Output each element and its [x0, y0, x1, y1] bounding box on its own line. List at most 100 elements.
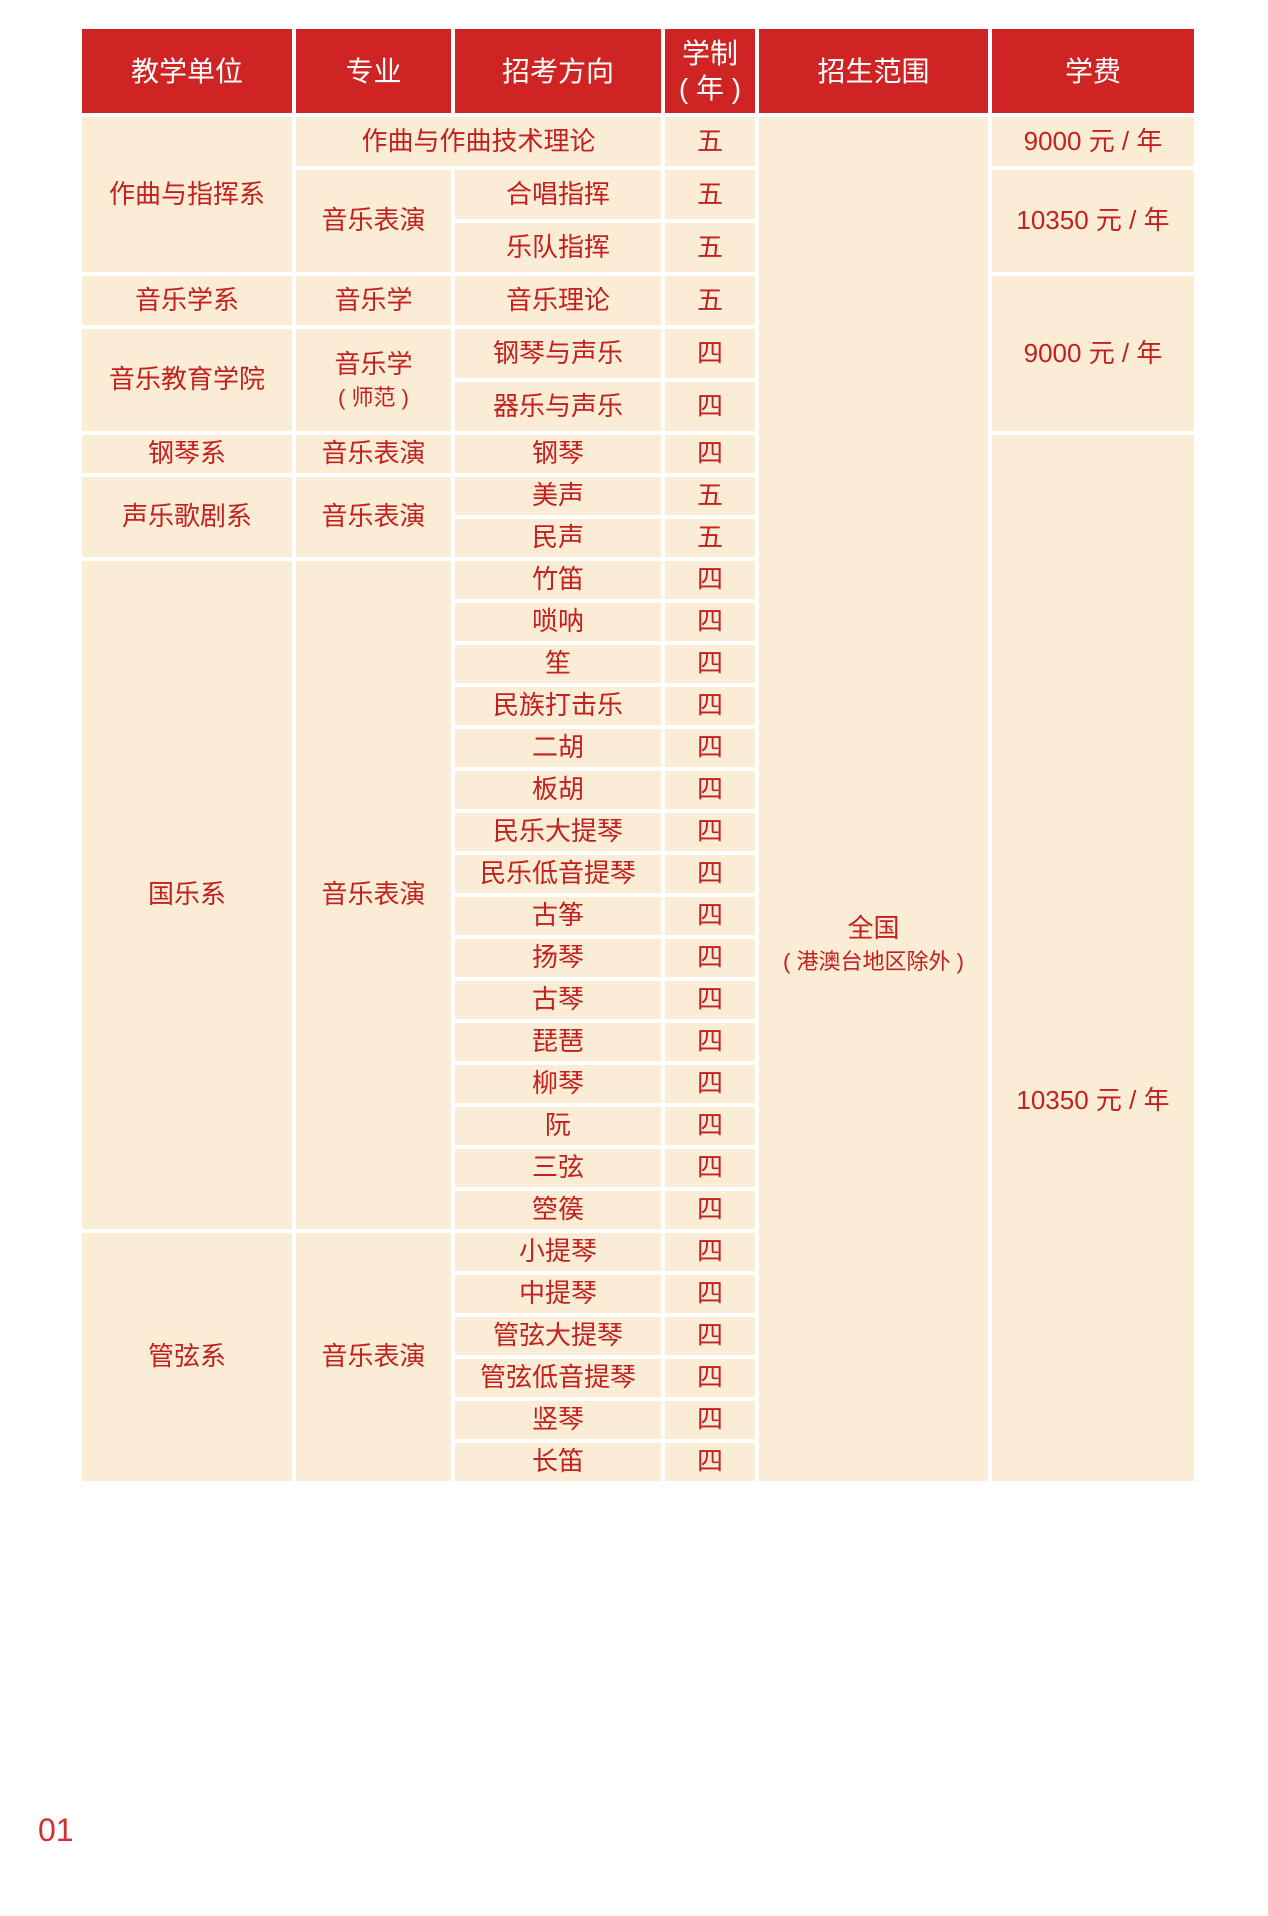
- cell-text: 四: [696, 900, 723, 931]
- cell-text: 10350 元 / 年: [1016, 1085, 1170, 1116]
- table-row: 乐队指挥 五: [82, 223, 1194, 272]
- table-row: 三弦 四: [82, 1149, 1194, 1187]
- cell-text: 音乐学: [334, 284, 413, 315]
- cell-text: 音乐教育学院: [108, 364, 265, 395]
- table-row: 唢呐 四: [82, 603, 1194, 641]
- header-label: 专业: [345, 55, 402, 87]
- direction-cell: 民乐大提琴: [455, 813, 661, 851]
- table-row: 国乐系 音乐表演 竹笛四: [82, 561, 1194, 1229]
- cell-text: 四: [696, 1362, 723, 1393]
- table-body: 作曲与指挥系 作曲与作曲技术理论五全国( 港澳台地区除外 ) 9000 元 / 年音…: [82, 117, 1194, 1481]
- duration-cell: 四: [665, 645, 755, 683]
- direction-cell: 合唱指挥: [455, 170, 661, 219]
- cell-text: 声乐歌剧系: [121, 501, 252, 532]
- cell-text: 四: [696, 942, 723, 973]
- table-row: 管弦系 音乐表演 小提琴四: [82, 1233, 1194, 1481]
- cell-text: 竖琴: [531, 1404, 584, 1435]
- table-row: 板胡 四: [82, 771, 1194, 809]
- direction-cell: 板胡: [455, 771, 661, 809]
- scope-cell: 全国 ( 港澳台地区除外 ): [759, 117, 988, 1481]
- cell-text: 钢琴: [531, 438, 584, 469]
- col-header-duration: 学制 ( 年 ): [665, 29, 755, 113]
- header-label: 招考方向: [501, 55, 614, 87]
- cell-text: 五: [696, 178, 723, 209]
- direction-cell: 民声: [455, 519, 661, 557]
- cell-text: 四: [696, 1404, 723, 1435]
- cell-text: 民乐低音提琴: [479, 858, 636, 889]
- fee-cell: 9000 元 / 年: [992, 276, 1194, 431]
- cell-text: 作曲与作曲技术理论: [361, 125, 596, 156]
- cell-text: 四: [696, 438, 723, 469]
- duration-cell: 四: [665, 981, 755, 1019]
- cell-text: 阮: [544, 1110, 571, 1141]
- cell-text: 唢呐: [531, 606, 584, 637]
- unit-cell: 国乐系: [82, 561, 292, 1229]
- table-header: 教学单位 专业 招考方向 学制 ( 年 ) 招生范围 学费: [82, 29, 1194, 113]
- cell-text: 音乐表演: [321, 879, 426, 910]
- cell-text: 10350 元 / 年: [1016, 205, 1170, 236]
- major-cell: 音乐表演: [296, 477, 451, 557]
- duration-cell: 五: [665, 477, 755, 515]
- major-cell: 音乐表演: [296, 435, 451, 473]
- header-label-line2: ( 年 ): [678, 73, 742, 104]
- cell-text: 管弦大提琴: [492, 1320, 623, 1351]
- cell-text: 扬琴: [531, 942, 584, 973]
- table-row: 声乐歌剧系 音乐表演 美声 五: [82, 477, 1194, 557]
- direction-cell: 三弦: [455, 1149, 661, 1187]
- cell-subtext: ( 港澳台地区除外 ): [783, 948, 964, 974]
- col-header-fee: 学费: [992, 29, 1194, 113]
- cell-text: 民声: [531, 522, 584, 553]
- cell-text: 四: [696, 858, 723, 889]
- unit-cell: 管弦系: [82, 1233, 292, 1481]
- cell-text: 美声: [531, 480, 584, 511]
- cell-text: 四: [696, 606, 723, 637]
- duration-cell: 四: [665, 1191, 755, 1229]
- cell-text: 民族打击乐: [492, 690, 623, 721]
- fee-cell: 10350 元 / 年: [992, 435, 1194, 1481]
- cell-subtext: ( 师范 ): [338, 384, 409, 410]
- cell-text: 合唱指挥: [505, 178, 610, 209]
- direction-cell: 竖琴: [455, 1401, 661, 1439]
- direction-cell: 琵琶: [455, 1023, 661, 1061]
- table-row: 作曲与指挥系 作曲与作曲技术理论五全国( 港澳台地区除外 ) 9000 元 / 年: [82, 117, 1194, 1481]
- direction-cell: 笙: [455, 645, 661, 683]
- cell-text: 五: [696, 284, 723, 315]
- cell-text: 钢琴系: [147, 438, 226, 469]
- direction-cell: 器乐与声乐: [455, 382, 661, 431]
- cell-text: 笙: [544, 648, 571, 679]
- direction-cell: 钢琴与声乐: [455, 329, 661, 378]
- cell-text: 四: [696, 648, 723, 679]
- table-row: 民乐大提琴 四: [82, 813, 1194, 851]
- cell-text: 音乐表演: [321, 1341, 426, 1372]
- table-row: 音乐学系 音乐学 音乐理论五 9000 元 / 年: [82, 276, 1194, 431]
- cell-text: 音乐学系: [134, 284, 239, 315]
- table-row: 民乐低音提琴 四: [82, 855, 1194, 893]
- cell-text: 国乐系: [147, 879, 226, 910]
- direction-cell: 扬琴: [455, 939, 661, 977]
- table-row: 管弦低音提琴 四: [82, 1359, 1194, 1397]
- cell-text: 古筝: [531, 900, 584, 931]
- duration-cell: 四: [665, 1443, 755, 1481]
- table-row: 器乐与声乐 四: [82, 382, 1194, 431]
- cell-text: 四: [696, 1068, 723, 1099]
- direction-cell: 民乐低音提琴: [455, 855, 661, 893]
- major-cell: 音乐表演: [296, 1233, 451, 1481]
- cell-text: 四: [696, 390, 723, 421]
- table-row: 长笛 四: [82, 1443, 1194, 1481]
- direction-cell: 作曲与作曲技术理论: [296, 117, 661, 166]
- table-row: 音乐表演 合唱指挥五 10350 元 / 年: [82, 170, 1194, 272]
- duration-cell: 五: [665, 117, 755, 166]
- table-row: 钢琴系 音乐表演 钢琴四 10350 元 / 年: [82, 435, 1194, 1481]
- cell-text: 四: [696, 1320, 723, 1351]
- direction-cell: 乐队指挥: [455, 223, 661, 272]
- col-header-scope: 招生范围: [759, 29, 988, 113]
- cell-text: 四: [696, 1152, 723, 1183]
- table-row: 中提琴 四: [82, 1275, 1194, 1313]
- table-row: 音乐教育学院 音乐学( 师范 ) 钢琴与声乐四: [82, 329, 1194, 431]
- direction-cell: 钢琴: [455, 435, 661, 473]
- cell-text: 板胡: [531, 774, 584, 805]
- direction-cell: 阮: [455, 1107, 661, 1145]
- duration-cell: 四: [665, 897, 755, 935]
- duration-cell: 四: [665, 1401, 755, 1439]
